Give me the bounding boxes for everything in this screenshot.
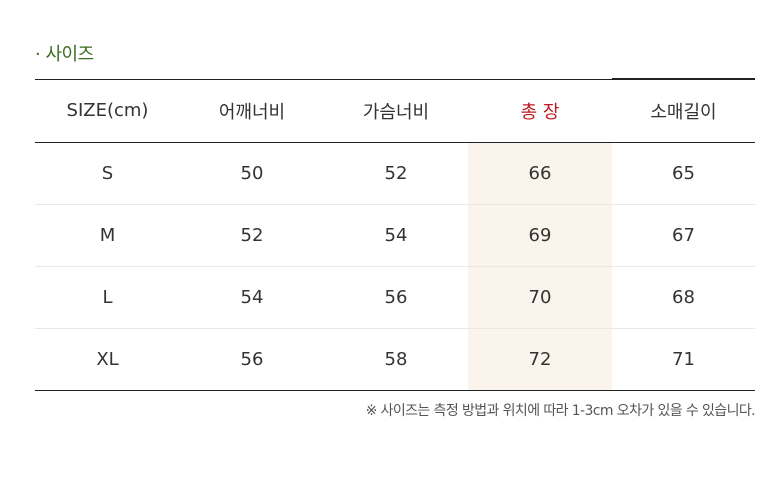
table-row: L 54 56 70 68 xyxy=(35,266,755,329)
size-cell: XL xyxy=(35,328,180,391)
table-row: XL 56 58 72 71 xyxy=(35,328,755,391)
shoulder-width-cell: 50 xyxy=(180,142,324,205)
sleeve-length-cell: 67 xyxy=(612,204,755,267)
chest-width-cell: 54 xyxy=(324,204,468,267)
sleeve-length-cell: 65 xyxy=(612,142,755,205)
header-size: SIZE(cm) xyxy=(35,78,180,143)
total-length-cell: 72 xyxy=(468,328,612,391)
size-table: SIZE(cm) 어깨너비 가슴너비 총 장 소매길이 S 50 52 66 6… xyxy=(35,78,755,391)
total-length-cell: 66 xyxy=(468,142,612,205)
measurement-note: ※ 사이즈는 측정 방법과 위치에 따라 1-3cm 오차가 있을 수 있습니다… xyxy=(365,403,756,419)
shoulder-width-cell: 56 xyxy=(180,328,324,391)
table-header-row: SIZE(cm) 어깨너비 가슴너비 총 장 소매길이 xyxy=(35,78,755,143)
header-chest-width: 가슴너비 xyxy=(324,78,468,143)
total-length-cell: 70 xyxy=(468,266,612,329)
header-shoulder-width: 어깨너비 xyxy=(180,78,324,143)
total-length-cell: 69 xyxy=(468,204,612,267)
chest-width-cell: 52 xyxy=(324,142,468,205)
section-title: · 사이즈 xyxy=(35,44,94,65)
chest-width-cell: 58 xyxy=(324,328,468,391)
chest-width-cell: 56 xyxy=(324,266,468,329)
sleeve-length-cell: 68 xyxy=(612,266,755,329)
size-cell: L xyxy=(35,266,180,329)
size-cell: S xyxy=(35,142,180,205)
table-row: M 52 54 69 67 xyxy=(35,204,755,267)
table-row: S 50 52 66 65 xyxy=(35,142,755,205)
sleeve-length-cell: 71 xyxy=(612,328,755,391)
shoulder-width-cell: 54 xyxy=(180,266,324,329)
shoulder-width-cell: 52 xyxy=(180,204,324,267)
size-cell: M xyxy=(35,204,180,267)
header-total-length: 총 장 xyxy=(468,78,612,143)
header-sleeve-length: 소매길이 xyxy=(612,78,755,143)
